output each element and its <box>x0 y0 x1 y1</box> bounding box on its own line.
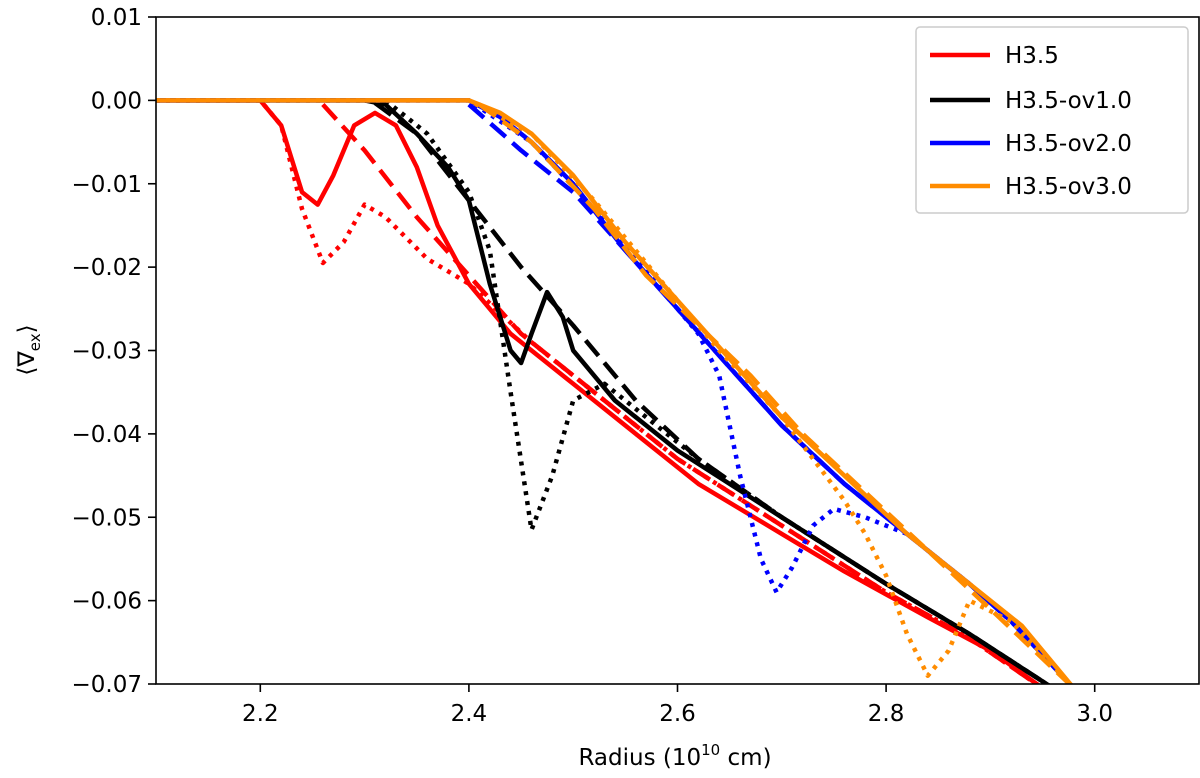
legend-label-h3-5-ov3-0: H3.5-ov3.0 <box>1005 174 1132 200</box>
y-tick-label: 0.01 <box>91 5 142 31</box>
y-axis-label: ⟨∇ex⟩ <box>14 324 44 375</box>
y-tick-label: −0.07 <box>72 672 142 698</box>
y-axis-label-open: ⟨∇ <box>14 351 40 376</box>
x-tick-label: 2.4 <box>451 701 488 727</box>
series-layer <box>156 98 1074 684</box>
series-line-h3-5-ov3-0-dotted <box>156 98 1073 684</box>
legend-label-h3-5: H3.5 <box>1005 43 1059 69</box>
legend-box <box>915 26 1189 214</box>
series-line-h3-5-solid <box>156 98 1041 684</box>
y-tick-label: 0.00 <box>91 88 142 114</box>
x-tick-label: 2.2 <box>242 701 279 727</box>
y-tick-label: −0.01 <box>72 172 142 198</box>
x-axis-label-prefix: Radius (10 <box>578 745 701 771</box>
x-tick-label: 2.8 <box>868 701 905 727</box>
series-line-h3-5-ov3-0-dashed <box>477 102 1073 684</box>
y-tick-label: −0.05 <box>72 505 142 531</box>
legend-label-h3-5-ov2-0: H3.5-ov2.0 <box>1005 131 1132 157</box>
x-axis-label: Radius (1010 cm) <box>578 741 771 771</box>
x-tick-label: 3.0 <box>1076 701 1113 727</box>
y-tick-label: −0.03 <box>72 339 142 365</box>
x-axis-label-suffix: cm) <box>720 745 771 771</box>
y-tick-label: −0.06 <box>72 589 142 615</box>
series-line-h3-5-dashed <box>321 102 1041 684</box>
legend-label-h3-5-ov1-0: H3.5-ov1.0 <box>1005 88 1132 114</box>
y-tick-label: −0.04 <box>72 422 142 448</box>
y-axis: 0.01 0.00 −0.01 −0.02 −0.03 −0.04 −0.05 −0.06 −0… <box>72 5 156 698</box>
y-tick-label: −0.02 <box>72 255 142 281</box>
x-axis-label-exponent: 10 <box>701 741 720 759</box>
x-axis: 2.2 2.4 2.6 2.8 3.0 <box>242 684 1113 727</box>
y-axis-label-close: ⟩ <box>14 324 40 333</box>
x-tick-label: 2.6 <box>659 701 696 727</box>
legend: H3.5 H3.5-ov1.0 H3.5-ov2.0 H3.5-ov3.0 <box>915 26 1189 214</box>
y-axis-label-subscript: ex <box>26 333 44 351</box>
series-line-h3-5-dotted <box>156 98 1041 684</box>
series-line-h3-5-ov1-0-dashed <box>373 101 1051 684</box>
